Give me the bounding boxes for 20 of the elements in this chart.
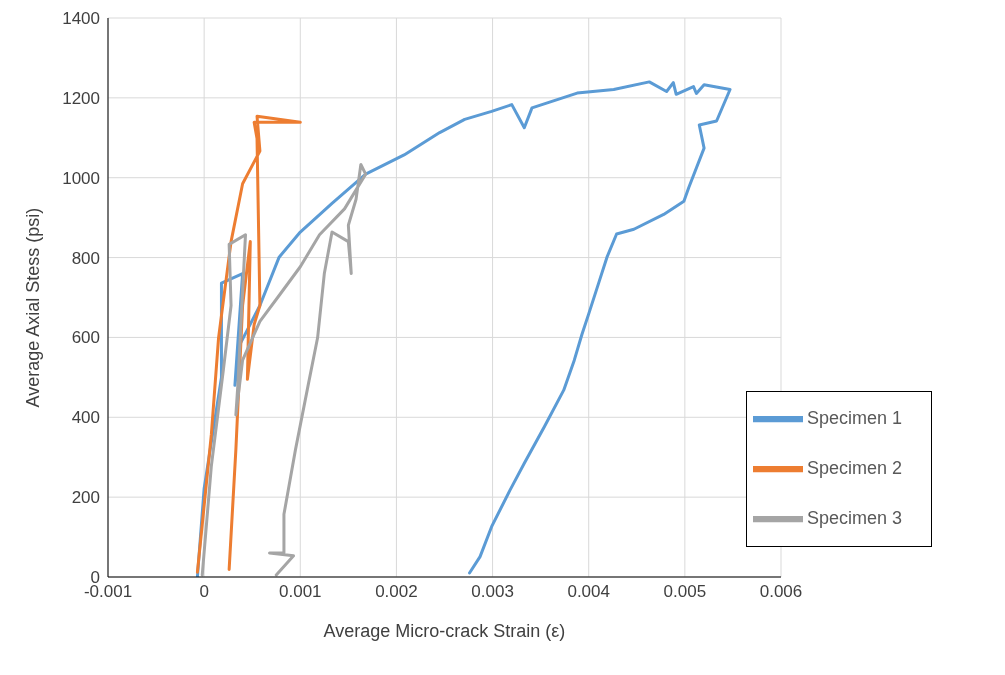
y-tick-label: 1000 — [62, 168, 100, 188]
y-tick-label: 200 — [71, 488, 100, 508]
y-tick-label: 1400 — [62, 9, 100, 29]
y-tick-label: 800 — [71, 248, 100, 268]
x-tick-label: 0.001 — [279, 582, 322, 602]
y-axis-title: Average Axial Stess (psi) — [23, 207, 44, 408]
y-tick-label: 400 — [71, 408, 100, 428]
legend-label: Specimen 1 — [807, 407, 903, 428]
x-tick-label: 0 — [199, 582, 209, 602]
x-tick-label: 0.006 — [759, 582, 803, 602]
x-tick-label: 0.002 — [375, 582, 418, 602]
x-tick-label: 0.003 — [471, 582, 514, 602]
x-tick-label: 0.005 — [663, 582, 707, 602]
legend-label: Specimen 3 — [807, 507, 903, 528]
legend-label: Specimen 2 — [807, 457, 903, 478]
y-tick-label: 1200 — [62, 88, 100, 108]
x-tick-label: 0.004 — [567, 582, 610, 602]
x-axis-title: Average Micro-crack Strain (ε) — [323, 621, 566, 641]
line-series — [200, 163, 368, 577]
y-tick-label: 600 — [71, 328, 100, 348]
